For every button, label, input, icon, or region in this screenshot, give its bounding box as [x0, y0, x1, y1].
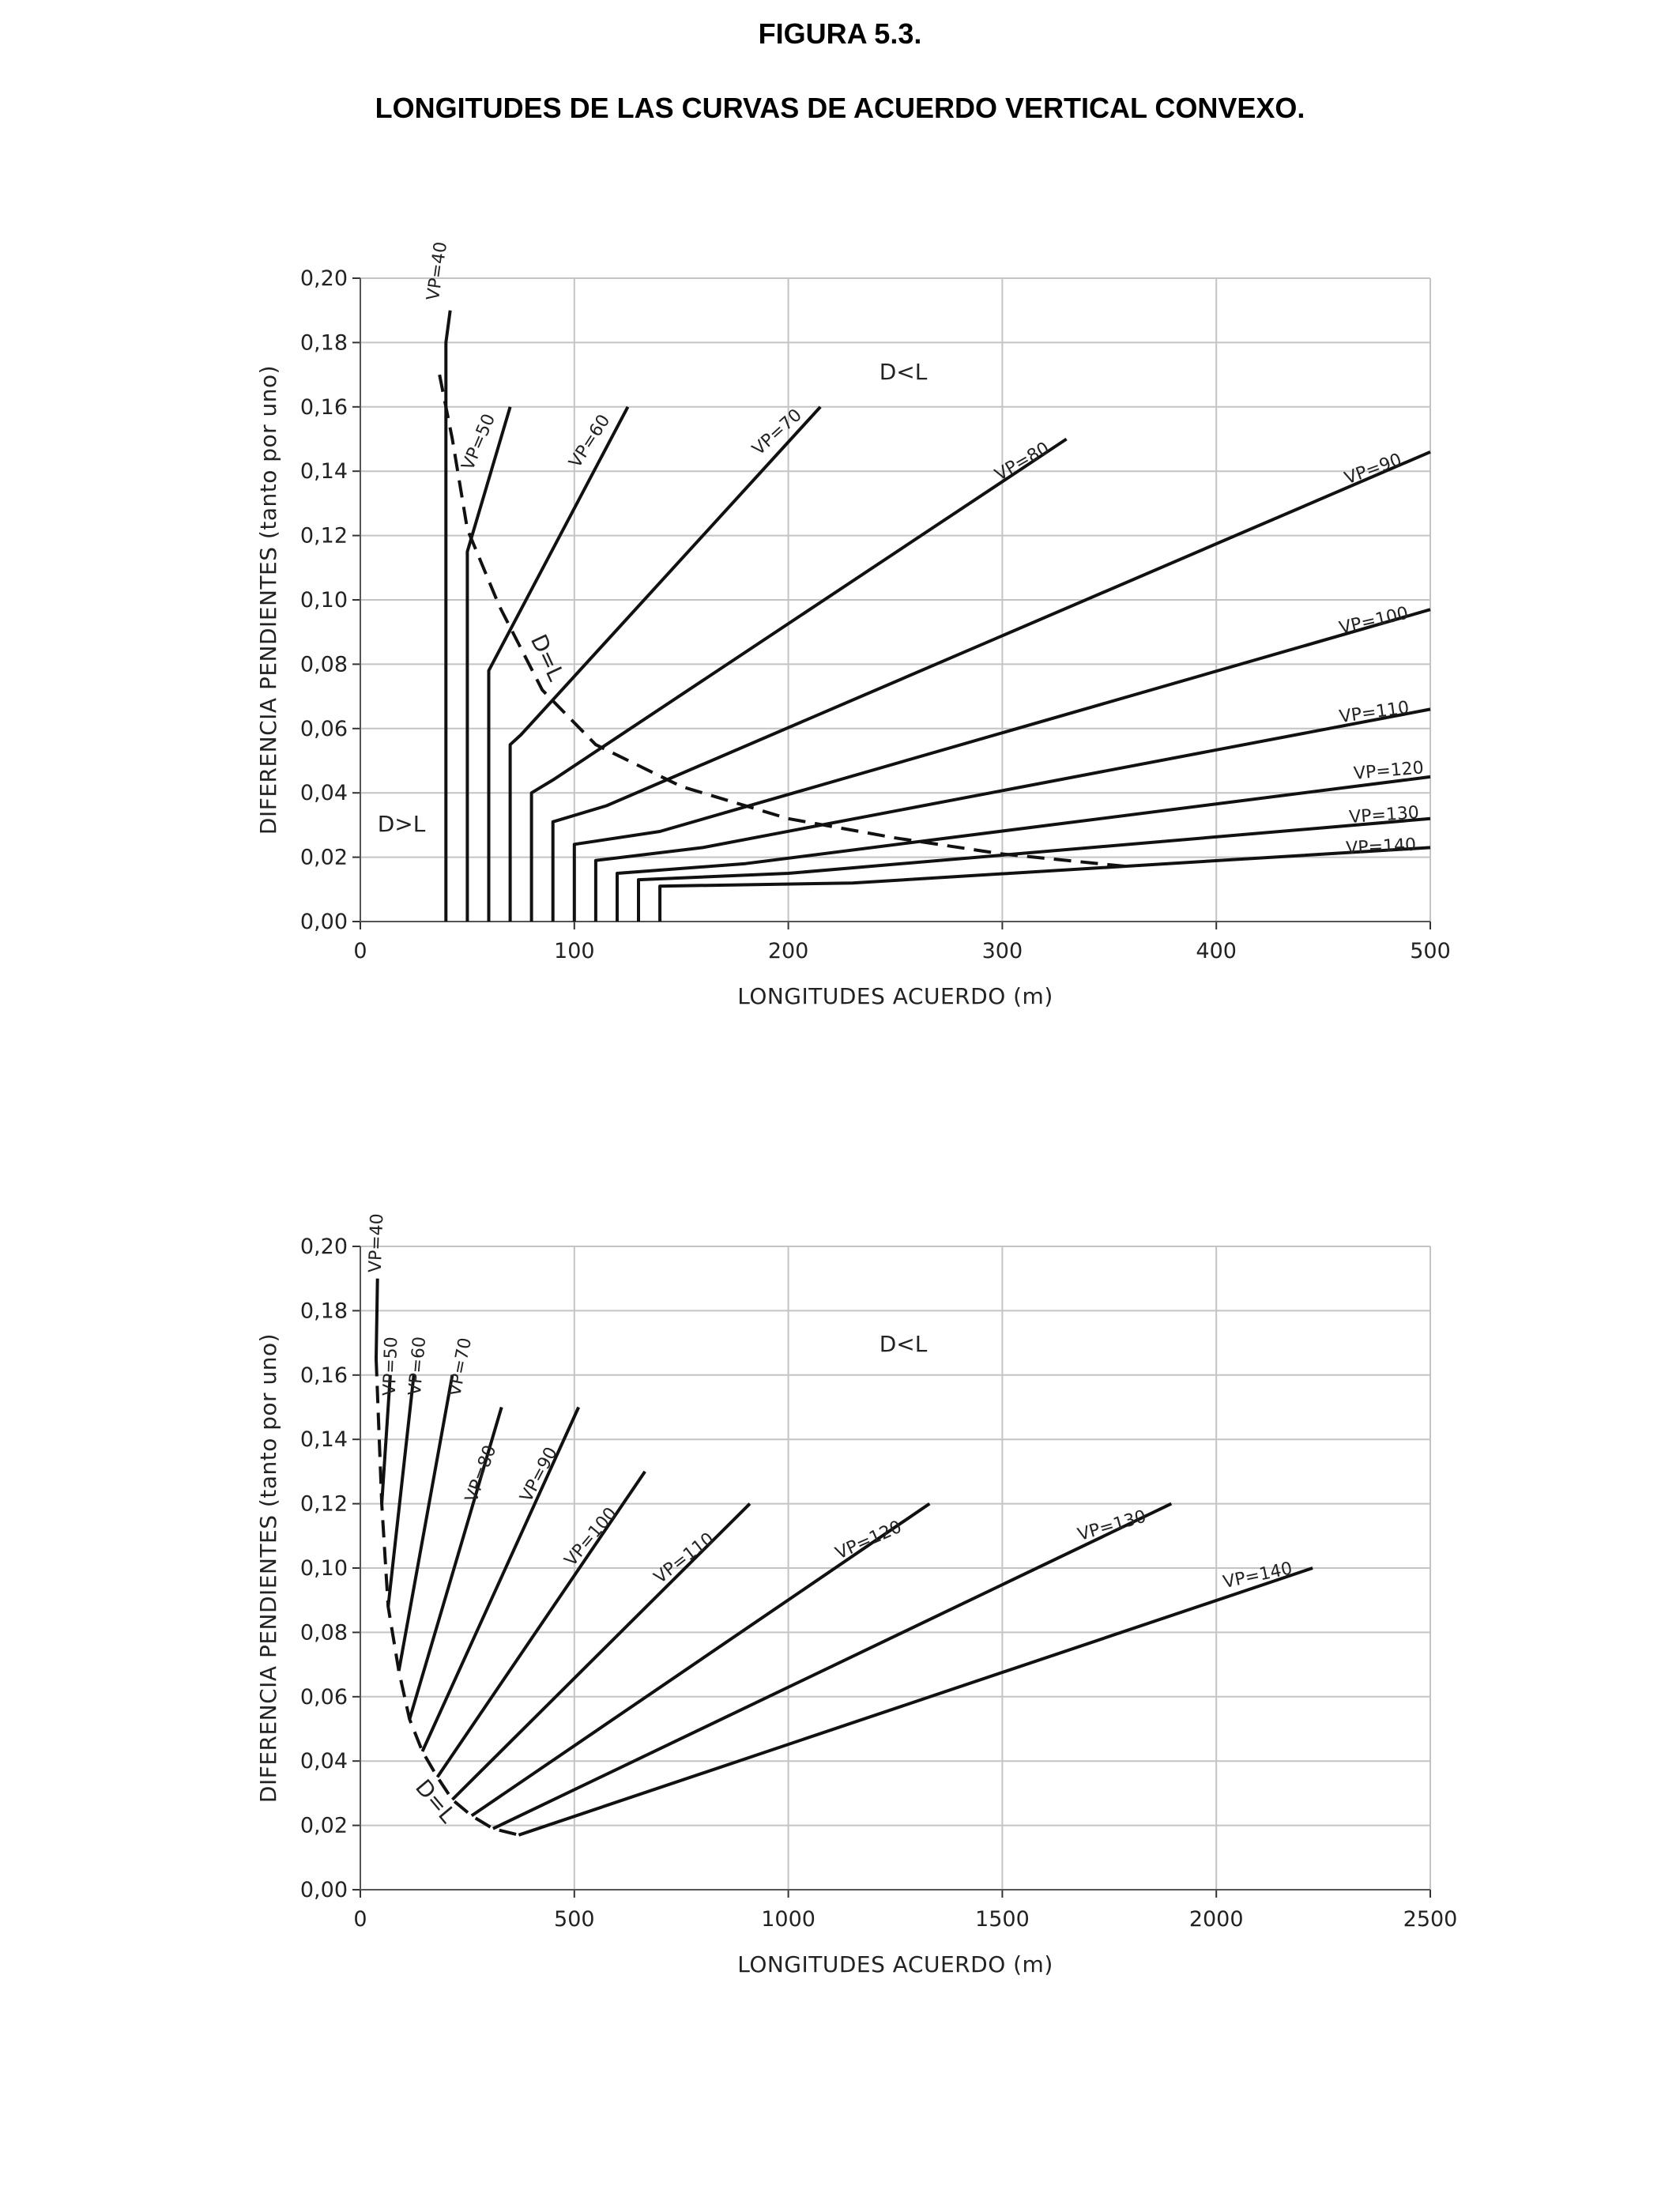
- series-line-vp-70: [508, 405, 822, 922]
- x-tick-label: 100: [554, 939, 595, 963]
- y-tick-label: 0,00: [300, 910, 348, 934]
- series-line-vp-110: [593, 707, 1431, 922]
- series-line-vp-90: [420, 1406, 581, 1752]
- series-line-vp-130: [637, 816, 1431, 922]
- y-tick-label: 0,02: [300, 846, 348, 870]
- series-label: VP=110: [650, 1529, 718, 1588]
- series-line-vp-80: [408, 1406, 503, 1720]
- chart-bottom: 0 500 1000 1500 2000 2500 0,00 0,02 0,04 0,06 0,08…: [255, 1213, 1458, 1977]
- series-line-vp-120: [616, 775, 1431, 922]
- y-tick-label: 0,12: [300, 1492, 348, 1517]
- series-label: VP=110: [1338, 698, 1410, 727]
- y-tick-label: 0,06: [300, 1685, 348, 1710]
- series-label: VP=70: [445, 1336, 476, 1398]
- series-line-vp-100: [572, 608, 1431, 922]
- series-line-vp-50: [380, 1374, 392, 1504]
- y-tick-label: 0,12: [300, 524, 348, 548]
- y-tick-label: 0,14: [300, 1427, 348, 1452]
- annotation-d-greater-than-l: D>L: [378, 811, 426, 837]
- x-tick-label: 300: [982, 939, 1023, 963]
- series-line-vp-110: [450, 1502, 751, 1801]
- annotation-d-less-than-l: D<L: [880, 1331, 928, 1357]
- x-tick-label: 1500: [975, 1907, 1030, 1932]
- y-tick-label: 0,04: [300, 781, 348, 805]
- y-tick-label: 0,20: [300, 266, 348, 291]
- y-tick-label: 0,10: [300, 1556, 348, 1581]
- y-tick-label: 0,08: [300, 1620, 348, 1645]
- y-axis-label: DIFERENCIA PENDIENTES (tanto por uno): [255, 1333, 281, 1803]
- series-line-vp-140: [518, 1566, 1313, 1837]
- series-label: VP=130: [1348, 803, 1419, 827]
- x-tick-label: 0: [353, 939, 367, 963]
- y-tick-label: 0,04: [300, 1749, 348, 1774]
- series-label: VP=40: [424, 240, 451, 302]
- y-tick-label: 0,16: [300, 395, 348, 420]
- y-axis-label: DIFERENCIA PENDIENTES (tanto por uno): [255, 365, 281, 835]
- y-tick-label: 0,10: [300, 588, 348, 613]
- series-line-d-l: [438, 374, 1132, 869]
- y-tick-label: 0,16: [300, 1363, 348, 1388]
- series-label: VP=60: [566, 411, 615, 471]
- annotation-d-less-than-l: D<L: [880, 359, 928, 385]
- series-line-vp-60: [386, 1374, 416, 1608]
- series-line-vp-130: [492, 1502, 1173, 1830]
- y-tick-label: 0,20: [300, 1235, 348, 1259]
- series-label: VP=80: [461, 1442, 500, 1505]
- series-label: VP=140: [1346, 835, 1417, 859]
- figure-title: LONGITUDES DE LAS CURVAS DE ACUERDO VERT…: [375, 92, 1305, 124]
- x-tick-label: 0: [353, 1907, 367, 1932]
- series-line-vp-140: [658, 846, 1431, 922]
- x-tick-label: 400: [1196, 939, 1237, 963]
- series-label: VP=60: [405, 1336, 430, 1397]
- figure-number: FIGURA 5.3.: [758, 17, 922, 50]
- series-line-vp-120: [470, 1502, 931, 1818]
- series-line-vp-40: [444, 310, 452, 922]
- x-tick-label: 2000: [1189, 1907, 1244, 1932]
- y-tick-label: 0,00: [300, 1878, 348, 1902]
- annotation-d-equals-l: D=L: [410, 1774, 461, 1828]
- series-line-vp-100: [435, 1470, 646, 1778]
- series-line-vp-50: [465, 406, 512, 922]
- chart-top: 0 100 200 300 400 500 0,00 0,02 0,04 0,06 0,08 0,10…: [255, 240, 1451, 1009]
- series-line-d-l: [375, 1359, 519, 1837]
- x-axis-label: LONGITUDES ACUERDO (m): [737, 983, 1053, 1009]
- series-label: VP=120: [833, 1517, 905, 1564]
- series-label: VP=100: [561, 1504, 621, 1570]
- y-tick-label: 0,18: [300, 330, 348, 355]
- series-label: VP=90: [1342, 450, 1404, 488]
- annotation-d-equals-l: D=L: [525, 631, 570, 685]
- series-label: VP=40: [366, 1213, 388, 1273]
- series-line-vp-90: [551, 450, 1431, 922]
- series-line-vp-80: [529, 437, 1068, 922]
- series-line-vp-70: [397, 1374, 454, 1672]
- y-tick-label: 0,14: [300, 459, 348, 484]
- y-tick-label: 0,06: [300, 717, 348, 741]
- y-tick-label: 0,02: [300, 1814, 348, 1838]
- x-tick-label: 500: [1410, 939, 1451, 963]
- series-line-vp-40: [375, 1278, 379, 1359]
- x-tick-label: 500: [554, 1907, 595, 1932]
- x-tick-label: 2500: [1403, 1907, 1458, 1932]
- series-label: VP=80: [992, 439, 1053, 485]
- series-label: VP=100: [1337, 604, 1410, 639]
- series-label: VP=50: [380, 1336, 402, 1397]
- y-tick-label: 0,18: [300, 1299, 348, 1323]
- series-line-vp-60: [487, 405, 630, 922]
- x-tick-label: 200: [768, 939, 809, 963]
- x-tick-label: 1000: [761, 1907, 816, 1932]
- series-label: VP=130: [1075, 1507, 1148, 1545]
- y-tick-label: 0,08: [300, 652, 348, 677]
- x-axis-label: LONGITUDES ACUERDO (m): [737, 1951, 1053, 1977]
